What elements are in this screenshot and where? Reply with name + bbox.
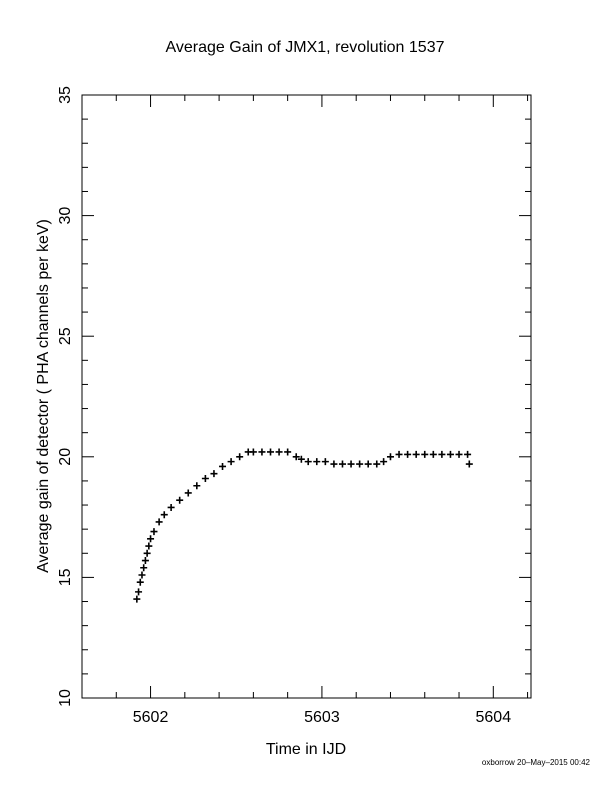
data-point (249, 448, 257, 456)
data-point (404, 450, 412, 458)
data-point (136, 578, 144, 586)
data-point (373, 460, 381, 468)
data-point (386, 453, 394, 461)
data-point (380, 458, 388, 466)
data-point (143, 549, 151, 557)
data-point (446, 450, 454, 458)
plot-frame (81, 94, 532, 699)
ticks (81, 94, 531, 699)
x-tick-label: 5604 (476, 709, 512, 726)
data-point (133, 595, 141, 603)
data-point (455, 450, 463, 458)
y-tick-label: 15 (57, 568, 74, 586)
x-tick-label: 5603 (304, 709, 340, 726)
data-point (145, 542, 153, 550)
x-axis-label: Time in IJD (266, 741, 346, 758)
y-tick-label: 30 (57, 207, 74, 225)
data-point (155, 518, 163, 526)
tick-labels: 5602 5603 5604 10 15 20 25 30 35 (57, 86, 511, 726)
data-point (356, 460, 364, 468)
data-point (138, 571, 146, 579)
data-point (347, 460, 355, 468)
y-axis-label: Average gain of detector ( PHA channels … (35, 219, 52, 573)
data-point (141, 557, 149, 565)
data-point (297, 455, 305, 463)
data-point (330, 460, 338, 468)
y-tick-label: 35 (57, 86, 74, 104)
data-point (438, 450, 446, 458)
data-point (219, 462, 227, 470)
data-point (184, 489, 192, 497)
data-point (147, 535, 155, 543)
data-point (193, 482, 201, 490)
data-point (313, 458, 321, 466)
data-point (412, 450, 420, 458)
data-point (338, 460, 346, 468)
x-tick-label: 5602 (133, 709, 169, 726)
data-point (140, 564, 148, 572)
data-point (395, 450, 403, 458)
data-point (465, 460, 473, 468)
y-tick-label: 10 (57, 689, 74, 707)
data-point (227, 458, 235, 466)
y-tick-label: 25 (57, 327, 74, 345)
data-point (210, 470, 218, 478)
data-point (267, 448, 275, 456)
data-point (135, 588, 143, 596)
chart-title: Average Gain of JMX1, revolution 1537 (166, 39, 445, 56)
data-points (133, 448, 473, 603)
data-point (275, 448, 283, 456)
data-point (292, 453, 300, 461)
data-point (304, 458, 312, 466)
data-point (464, 450, 472, 458)
data-point (364, 460, 372, 468)
footer-credit: oxborrow 20–May–2015 00:42 (481, 758, 590, 767)
data-point (321, 458, 329, 466)
data-point (429, 450, 437, 458)
data-point (167, 503, 175, 511)
y-tick-label: 20 (57, 448, 74, 466)
data-point (176, 496, 184, 504)
data-point (421, 450, 429, 458)
data-point (236, 453, 244, 461)
data-point (284, 448, 292, 456)
data-point (201, 475, 209, 483)
data-point (150, 528, 158, 536)
data-point (160, 511, 168, 519)
data-point (258, 448, 266, 456)
